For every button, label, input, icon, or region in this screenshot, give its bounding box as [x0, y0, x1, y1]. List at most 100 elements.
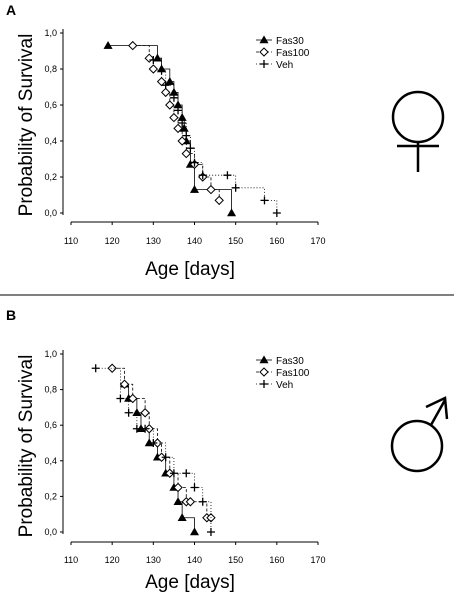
- panel-b-plot: 0,0 0,2 0,4 0,6 0,8 1,0 110 120 130 140 150 160 170 F…: [44, 349, 325, 565]
- series-fas100: [107, 363, 216, 523]
- data-point: [198, 171, 207, 180]
- legend-marker: [259, 367, 269, 377]
- data-point: [165, 468, 175, 478]
- panel-b-xlabel: Age [days]: [145, 572, 235, 593]
- legend-label: Fas100: [276, 48, 310, 59]
- data-point: [189, 184, 200, 193]
- series-fas100: [128, 40, 224, 206]
- data-point: [132, 408, 142, 417]
- x-tick-label: 140: [187, 236, 202, 246]
- panel-a-xlabel: Age [days]: [145, 259, 235, 280]
- data-point: [144, 53, 154, 63]
- legend-marker: [259, 355, 269, 364]
- data-point: [107, 363, 117, 373]
- data-point: [160, 87, 171, 98]
- data-point: [119, 379, 130, 389]
- data-point: [128, 40, 138, 51]
- panel-a-ylabel: Probability of Survival: [16, 34, 37, 217]
- x-tick-label: 160: [269, 555, 284, 565]
- x-tick-label: 130: [146, 236, 161, 246]
- x-tick-label: 110: [64, 236, 78, 246]
- data-point: [185, 497, 196, 507]
- data-point: [165, 76, 175, 85]
- series-veh: [91, 364, 215, 536]
- series-veh: [149, 56, 281, 217]
- y-tick-label: 0,0: [44, 527, 57, 537]
- y-tick-label: 0,4: [44, 136, 57, 146]
- x-tick-label: 120: [105, 236, 120, 246]
- data-point: [174, 106, 183, 115]
- data-point: [141, 424, 150, 433]
- data-point: [132, 424, 141, 433]
- y-tick-label: 0,0: [44, 208, 57, 218]
- legend-label: Fas30: [276, 356, 304, 367]
- data-point: [227, 208, 237, 217]
- data-point: [124, 408, 133, 417]
- data-point: [91, 364, 100, 373]
- data-point: [177, 513, 187, 522]
- data-point: [169, 469, 178, 478]
- data-point: [182, 469, 191, 478]
- series-line: [112, 367, 211, 519]
- data-point: [231, 183, 240, 192]
- x-tick-label: 130: [146, 555, 161, 565]
- data-point: [182, 131, 191, 140]
- data-point: [260, 196, 269, 205]
- series-line: [95, 367, 212, 532]
- data-point: [161, 453, 170, 462]
- data-point: [181, 148, 191, 159]
- data-point: [206, 528, 215, 536]
- legend-label: Veh: [276, 380, 293, 391]
- x-tick-label: 150: [228, 555, 243, 565]
- x-tick-label: 140: [187, 555, 202, 565]
- y-tick-label: 0,6: [44, 420, 57, 430]
- data-point: [206, 184, 216, 195]
- x-tick-label: 120: [105, 555, 120, 565]
- y-tick-label: 0,8: [44, 64, 57, 74]
- male-symbol-icon: [390, 396, 449, 473]
- panel-b-letter: B: [6, 307, 16, 323]
- panel-a-plot: 0,0 0,2 0,4 0,6 0,8 1,0 110 120 130 140 150 160 170 F…: [44, 28, 325, 246]
- data-point: [128, 393, 138, 404]
- legend-label: Fas30: [276, 36, 304, 47]
- y-tick-label: 0,4: [44, 456, 57, 466]
- legend-marker: [259, 35, 269, 44]
- y-tick-label: 1,0: [44, 28, 57, 38]
- data-point: [198, 497, 207, 506]
- data-point: [189, 527, 200, 536]
- data-point: [169, 112, 179, 123]
- data-point: [165, 100, 175, 110]
- y-tick-label: 0,8: [44, 385, 57, 395]
- x-tick-label: 170: [310, 236, 325, 246]
- data-point: [148, 64, 159, 74]
- x-tick-label: 110: [64, 555, 78, 565]
- x-tick-label: 160: [269, 236, 284, 246]
- data-point: [186, 144, 195, 153]
- data-point: [223, 171, 232, 180]
- data-point: [173, 123, 183, 134]
- data-point: [152, 438, 163, 448]
- legend-marker: [260, 60, 268, 68]
- legend-label: Fas100: [276, 368, 310, 379]
- data-point: [156, 452, 167, 462]
- data-point: [149, 439, 158, 447]
- legend-label: Veh: [276, 60, 293, 71]
- female-symbol-icon: [391, 90, 445, 172]
- data-point: [157, 66, 166, 75]
- panel-a-letter: A: [6, 2, 16, 18]
- data-point: [214, 195, 224, 206]
- legend-marker: [259, 47, 269, 57]
- data-point: [272, 209, 281, 217]
- data-point: [173, 482, 183, 493]
- data-point: [161, 81, 170, 90]
- data-point: [140, 408, 150, 418]
- data-point: [169, 93, 178, 102]
- legend-marker: [260, 380, 268, 388]
- data-point: [190, 483, 199, 492]
- data-point: [173, 497, 183, 506]
- data-point: [190, 158, 199, 167]
- y-tick-label: 1,0: [44, 349, 57, 359]
